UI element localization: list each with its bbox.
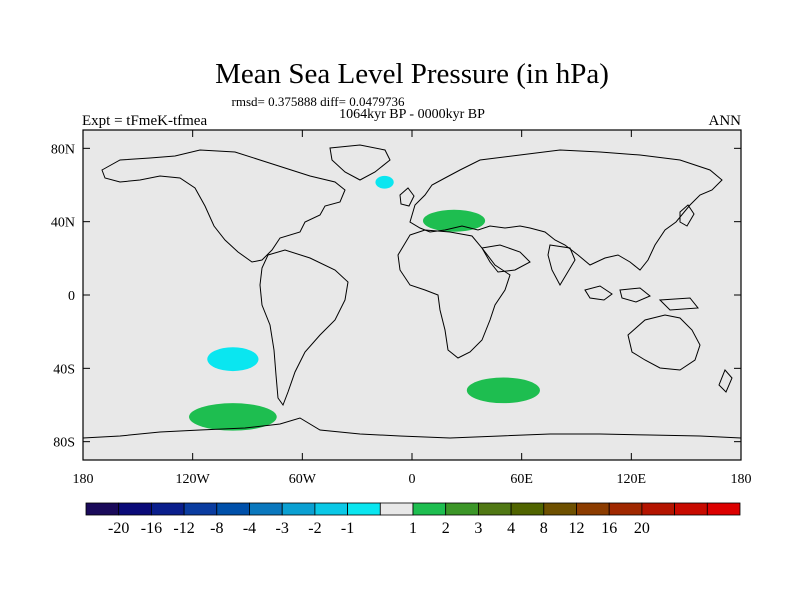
- colorbar-label: 20: [634, 520, 650, 537]
- chart-title: Mean Sea Level Pressure (in hPa): [215, 58, 609, 90]
- colorbar-swatch: [706, 502, 741, 516]
- y-axis: 80N 40N 0 40S 80S: [51, 142, 741, 451]
- colorbar-label: -8: [210, 520, 223, 537]
- colorbar-swatch: [477, 502, 512, 516]
- coastline-africa: [397, 229, 511, 359]
- map-background: [83, 130, 741, 460]
- colorbar-swatch: [85, 502, 120, 516]
- colorbar-label: 1: [409, 520, 417, 537]
- colorbar-swatch: [608, 502, 643, 516]
- x-tick-label: 180: [73, 472, 94, 487]
- coastline-arabia: [481, 244, 531, 273]
- colorbar-label: 4: [507, 520, 515, 537]
- coastlines: [82, 144, 742, 439]
- colorbar-swatch: [183, 502, 218, 516]
- stats-line: rmsd= 0.375888 diff= 0.0479736: [232, 94, 405, 109]
- colorbar-label: -1: [341, 520, 354, 537]
- colorbar-label: -20: [108, 520, 129, 537]
- x-tick-label: 180: [731, 472, 752, 487]
- experiment-label: Expt = tFmeK-tfmea: [82, 113, 207, 129]
- colorbar-swatch: [281, 502, 316, 516]
- y-tick-label: 80S: [53, 436, 75, 451]
- x-tick-label: 60E: [510, 472, 533, 487]
- colorbar-swatch: [543, 502, 577, 516]
- y-tick-label: 40S: [53, 362, 75, 377]
- colorbar-swatch: [379, 502, 414, 516]
- x-tick-label: 60W: [289, 472, 317, 487]
- colorbar-label: -3: [276, 520, 289, 537]
- period-label: 1064kyr BP - 0000kyr BP: [339, 107, 485, 122]
- y-tick-label: 80N: [51, 142, 75, 157]
- colorbar-swatch: [641, 502, 676, 516]
- x-tick-label: 0: [409, 472, 416, 487]
- coastline-antarctica: [82, 417, 742, 439]
- colorbar-label: 2: [442, 520, 450, 537]
- colorbar: -20 -16 -12 -8 -4 -3 -2 -1 1 2 3 4 8 12 16 20: [85, 502, 741, 537]
- colorbar-swatch: [674, 502, 708, 516]
- colorbar-swatch: [510, 502, 545, 516]
- anomaly-southeast-pacific-negative: [207, 347, 259, 372]
- colorbar-label: -16: [141, 520, 162, 537]
- colorbar-label: -4: [243, 520, 256, 537]
- coastline-india: [547, 244, 576, 287]
- x-tick-label: 120E: [617, 472, 647, 487]
- colorbar-label: 12: [569, 520, 585, 537]
- colorbar-label: -2: [308, 520, 321, 537]
- colorbar-swatch: [412, 502, 447, 516]
- coastline-new-zealand: [718, 369, 733, 393]
- colorbar-swatch: [347, 502, 381, 516]
- colorbar-swatch: [576, 502, 610, 516]
- coastline-maritime-continent: [584, 285, 699, 311]
- y-tick-label: 40N: [51, 216, 75, 231]
- coastline-greenland: [329, 144, 391, 181]
- colorbar-swatch: [249, 502, 283, 516]
- coastline-british-isles: [399, 187, 415, 207]
- colorbar-swatch: [150, 502, 185, 516]
- coastline-north-america: [101, 149, 346, 263]
- coastline-japan: [679, 204, 695, 227]
- colorbar-label: 16: [601, 520, 617, 537]
- anomaly-amundsen-sea-positive: [189, 403, 277, 431]
- colorbar-swatch: [314, 502, 348, 516]
- x-tick-label: 120W: [176, 472, 211, 487]
- coastline-australia: [627, 314, 701, 371]
- colorbar-swatch: [118, 502, 152, 516]
- colorbar-label: -12: [173, 520, 194, 537]
- colorbar-swatch: [445, 502, 479, 516]
- coastline-south-america: [259, 249, 349, 407]
- anomaly-south-indian-positive: [466, 377, 540, 404]
- y-tick-label: 0: [68, 289, 75, 304]
- colorbar-swatch: [216, 502, 250, 516]
- coastline-eurasia: [409, 149, 723, 271]
- colorbar-label: 8: [540, 520, 548, 537]
- season-label: ANN: [709, 113, 742, 129]
- anomaly-north-atlantic-negative: [375, 175, 394, 189]
- x-axis: 180 120W 60W 0 60E 120E 180: [73, 130, 752, 487]
- colorbar-label: 3: [474, 520, 482, 537]
- anomaly-layer: [189, 175, 540, 431]
- anomaly-mediterranean-positive: [422, 209, 486, 232]
